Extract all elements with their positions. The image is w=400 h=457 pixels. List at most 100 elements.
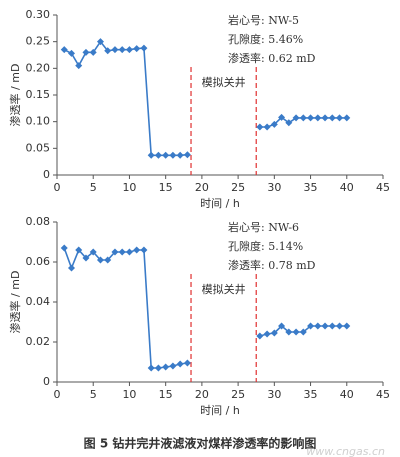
x-tick-label: 35 <box>304 388 318 401</box>
y-tick-label: 0 <box>43 375 50 388</box>
data-point <box>118 248 126 256</box>
x-tick-label: 15 <box>159 181 173 194</box>
data-point <box>75 62 83 70</box>
data-point <box>125 46 133 54</box>
data-point <box>96 256 104 264</box>
data-point <box>336 322 344 330</box>
data-point <box>104 47 112 55</box>
data-point <box>67 49 75 57</box>
x-tick-label: 10 <box>122 388 136 401</box>
annotation: 渗透率: 0.78 mD <box>228 258 316 272</box>
data-point <box>147 151 155 159</box>
y-tick-label: 0.06 <box>26 255 51 268</box>
data-point <box>183 151 191 159</box>
data-point <box>140 246 148 254</box>
x-tick-label: 35 <box>304 181 318 194</box>
x-tick-label: 30 <box>267 181 281 194</box>
data-point <box>96 38 104 46</box>
x-tick-label: 5 <box>90 388 97 401</box>
data-point <box>183 359 191 367</box>
x-axis-label: 时间 / h <box>200 404 240 417</box>
annotation: 岩心号: NW-5 <box>228 13 299 27</box>
y-tick-label: 0.04 <box>26 295 51 308</box>
x-tick-label: 25 <box>231 388 245 401</box>
data-point <box>154 364 162 372</box>
data-point <box>328 114 336 122</box>
x-tick-label: 0 <box>54 181 61 194</box>
x-tick-label: 45 <box>376 181 390 194</box>
data-point <box>176 151 184 159</box>
data-point <box>292 328 300 336</box>
data-point <box>285 328 293 336</box>
data-point <box>89 48 97 56</box>
data-point <box>60 46 68 54</box>
data-point <box>162 363 170 371</box>
x-tick-label: 25 <box>231 181 245 194</box>
data-point <box>82 48 90 56</box>
data-point <box>299 114 307 122</box>
annotation: 孔隙度: 5.46% <box>228 32 303 46</box>
data-point <box>343 322 351 330</box>
data-point <box>104 256 112 264</box>
annotation: 孔隙度: 5.14% <box>228 239 303 253</box>
data-point <box>314 322 322 330</box>
data-point <box>133 246 141 254</box>
data-point <box>270 120 278 128</box>
caption: 图 5 钻井完井液滤液对煤样渗透率的影响图 <box>84 436 317 451</box>
data-point <box>321 114 329 122</box>
x-tick-label: 40 <box>340 388 354 401</box>
y-axis-label: 渗透率 / mD <box>8 64 22 127</box>
data-point <box>307 322 315 330</box>
data-point <box>307 114 315 122</box>
data-point <box>285 119 293 127</box>
y-tick-label: 0.02 <box>26 335 51 348</box>
y-tick-label: 0.30 <box>26 8 51 21</box>
data-point <box>154 151 162 159</box>
data-point <box>169 151 177 159</box>
data-point <box>256 123 264 131</box>
data-point <box>278 322 286 330</box>
x-tick-label: 45 <box>376 388 390 401</box>
y-axis-label: 渗透率 / mD <box>8 271 22 334</box>
data-point <box>133 45 141 53</box>
annotation: 渗透率: 0.62 mD <box>228 51 316 65</box>
annotation: 岩心号: NW-6 <box>228 220 299 234</box>
data-point <box>176 360 184 368</box>
y-tick-label: 0 <box>43 168 50 181</box>
data-point <box>67 264 75 272</box>
x-tick-label: 15 <box>159 388 173 401</box>
data-point <box>89 248 97 256</box>
data-point <box>336 114 344 122</box>
x-tick-label: 5 <box>90 181 97 194</box>
data-point <box>118 46 126 54</box>
data-point <box>343 114 351 122</box>
data-point <box>328 322 336 330</box>
data-point <box>125 248 133 256</box>
shut-in-label: 模拟关井 <box>202 75 246 89</box>
data-point <box>256 332 264 340</box>
data-point <box>270 329 278 337</box>
data-point <box>292 114 300 122</box>
data-point <box>111 248 119 256</box>
data-point <box>169 362 177 370</box>
x-tick-label: 40 <box>340 181 354 194</box>
data-point <box>314 114 322 122</box>
x-tick-label: 0 <box>54 388 61 401</box>
data-point <box>82 254 90 262</box>
data-point <box>299 328 307 336</box>
data-point <box>162 151 170 159</box>
x-tick-label: 20 <box>195 181 209 194</box>
y-tick-label: 0.08 <box>26 215 51 228</box>
data-point <box>60 244 68 252</box>
x-tick-label: 30 <box>267 388 281 401</box>
data-point <box>75 246 83 254</box>
data-point <box>278 113 286 121</box>
shut-in-label: 模拟关井 <box>202 282 246 296</box>
x-tick-label: 10 <box>122 181 136 194</box>
watermark: www.cngas.cn <box>306 445 385 457</box>
x-tick-label: 20 <box>195 388 209 401</box>
data-point <box>147 364 155 372</box>
y-tick-label: 0.25 <box>26 35 51 48</box>
y-tick-label: 0.15 <box>26 88 51 101</box>
